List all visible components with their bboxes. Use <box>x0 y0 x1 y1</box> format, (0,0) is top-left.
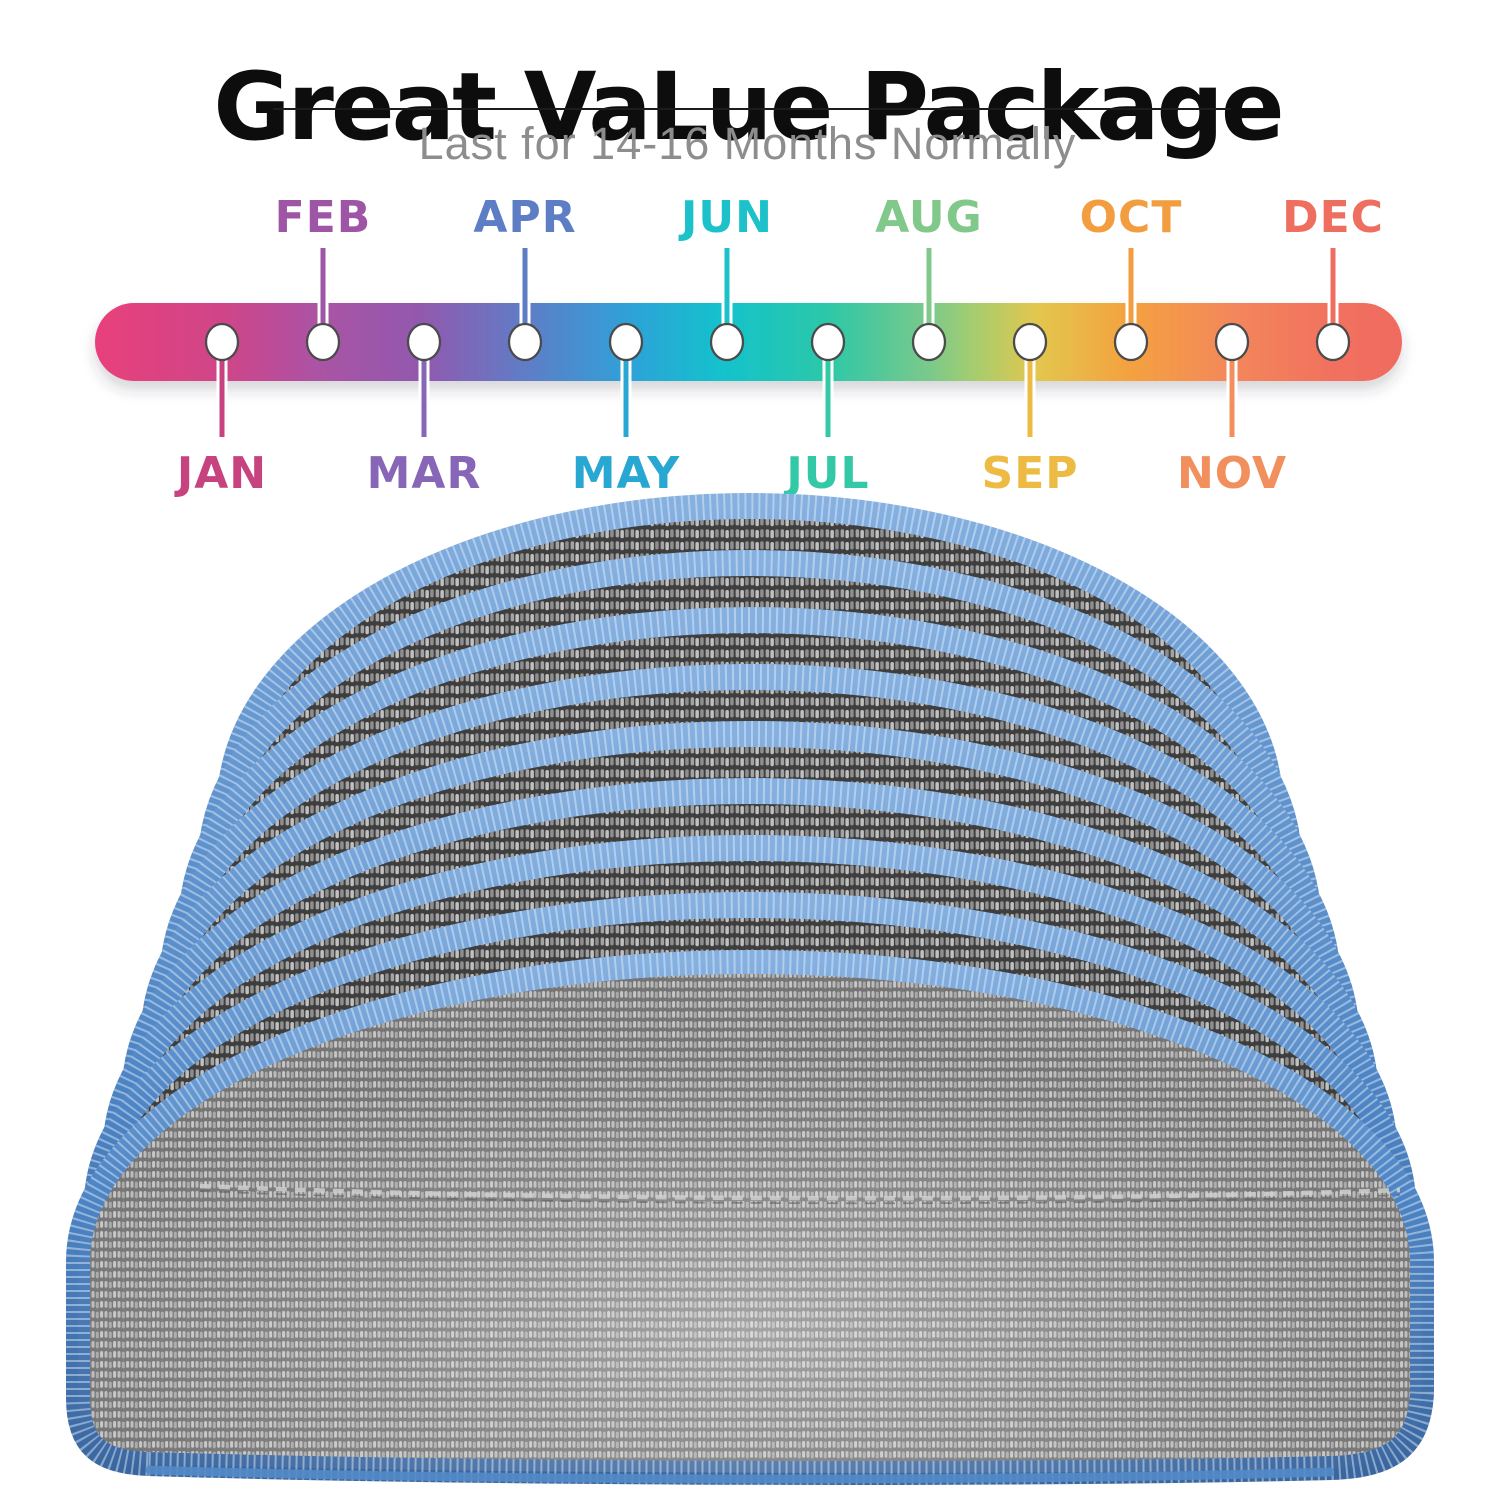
mop-pad-stack-image <box>66 493 1434 1485</box>
mop-pad-bottom-fringe <box>145 1465 1335 1484</box>
timeline-hole <box>507 322 543 362</box>
mop-pad-edge-stitching <box>141 721 1359 1373</box>
mop-pad-edge-stitching <box>103 835 1397 1373</box>
timeline-hole <box>608 322 644 362</box>
month-label-jun: JUN <box>678 192 773 243</box>
month-label-may: MAY <box>572 448 681 499</box>
page-title: Great VaLue Package <box>213 52 1284 162</box>
timeline-hole <box>911 322 947 362</box>
mop-pad-edge-stitching <box>84 892 1416 1373</box>
mop-pad-seam <box>199 1183 1401 1201</box>
month-timeline-diagram: JAN FEB MAR APR MAY JUN JUL AUG SEP OCT NOV DEC <box>95 192 1402 499</box>
subtitle: Last for 14-16 Months Normally <box>418 118 1077 169</box>
mop-pad-edge-stitching <box>217 493 1283 1373</box>
month-label-nov: NOV <box>1177 448 1287 499</box>
month-label-apr: APR <box>473 192 576 243</box>
mop-pad-seam-shadow <box>199 1190 1401 1205</box>
title-divider <box>273 108 1231 110</box>
timeline-hole <box>1012 322 1048 362</box>
timeline-hole <box>709 322 745 362</box>
mop-pad-edge-stitching <box>198 550 1302 1373</box>
mop-pad-edge-stitching <box>160 664 1340 1373</box>
timeline-hole <box>1214 322 1250 362</box>
timeline-bar <box>95 303 1402 381</box>
mop-pad-edge-stitching <box>179 607 1321 1373</box>
timeline-hole <box>1113 322 1149 362</box>
timeline-hole <box>1315 322 1351 362</box>
month-label-feb: FEB <box>275 192 372 243</box>
month-label-mar: MAR <box>367 448 482 499</box>
month-label-sep: SEP <box>982 448 1079 499</box>
timeline-hole <box>810 322 846 362</box>
mop-pad-front-sheen <box>78 962 1422 1473</box>
month-label-jul: JUL <box>783 448 869 499</box>
timeline-hole <box>406 322 442 362</box>
month-label-jan: JAN <box>174 448 267 499</box>
timeline-hole <box>305 322 341 362</box>
timeline-hole <box>204 322 240 362</box>
month-label-dec: DEC <box>1282 192 1384 243</box>
month-label-aug: AUG <box>875 192 983 243</box>
month-label-oct: OCT <box>1080 192 1183 243</box>
